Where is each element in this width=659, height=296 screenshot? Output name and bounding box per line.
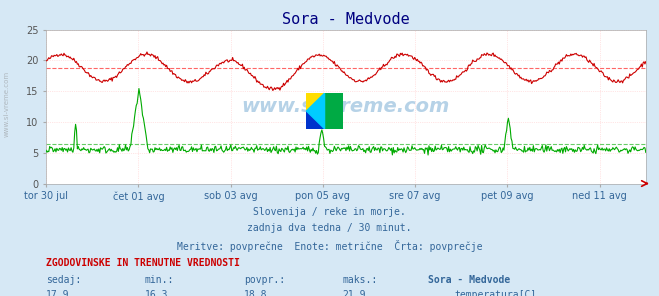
Polygon shape [306, 93, 325, 111]
Text: zadnja dva tedna / 30 minut.: zadnja dva tedna / 30 minut. [247, 223, 412, 234]
Polygon shape [306, 93, 325, 129]
Text: 18,8: 18,8 [244, 290, 268, 296]
Polygon shape [306, 111, 325, 129]
Text: Slovenija / reke in morje.: Slovenija / reke in morje. [253, 207, 406, 217]
Text: Meritve: povprečne  Enote: metrične  Črta: povprečje: Meritve: povprečne Enote: metrične Črta:… [177, 240, 482, 252]
Text: temperatura[C]: temperatura[C] [455, 290, 537, 296]
Text: 17,9: 17,9 [46, 290, 70, 296]
Title: Sora - Medvode: Sora - Medvode [282, 12, 410, 27]
Text: Sora - Medvode: Sora - Medvode [428, 275, 511, 285]
Text: ZGODOVINSKE IN TRENUTNE VREDNOSTI: ZGODOVINSKE IN TRENUTNE VREDNOSTI [46, 258, 240, 268]
Polygon shape [325, 93, 343, 129]
Text: povpr.:: povpr.: [244, 275, 285, 285]
Text: www.si-vreme.com: www.si-vreme.com [242, 97, 450, 116]
Text: 21,9: 21,9 [343, 290, 366, 296]
Text: 16,3: 16,3 [145, 290, 169, 296]
Text: maks.:: maks.: [343, 275, 378, 285]
Text: min.:: min.: [145, 275, 175, 285]
Text: www.si-vreme.com: www.si-vreme.com [3, 70, 9, 137]
Text: sedaj:: sedaj: [46, 275, 81, 285]
